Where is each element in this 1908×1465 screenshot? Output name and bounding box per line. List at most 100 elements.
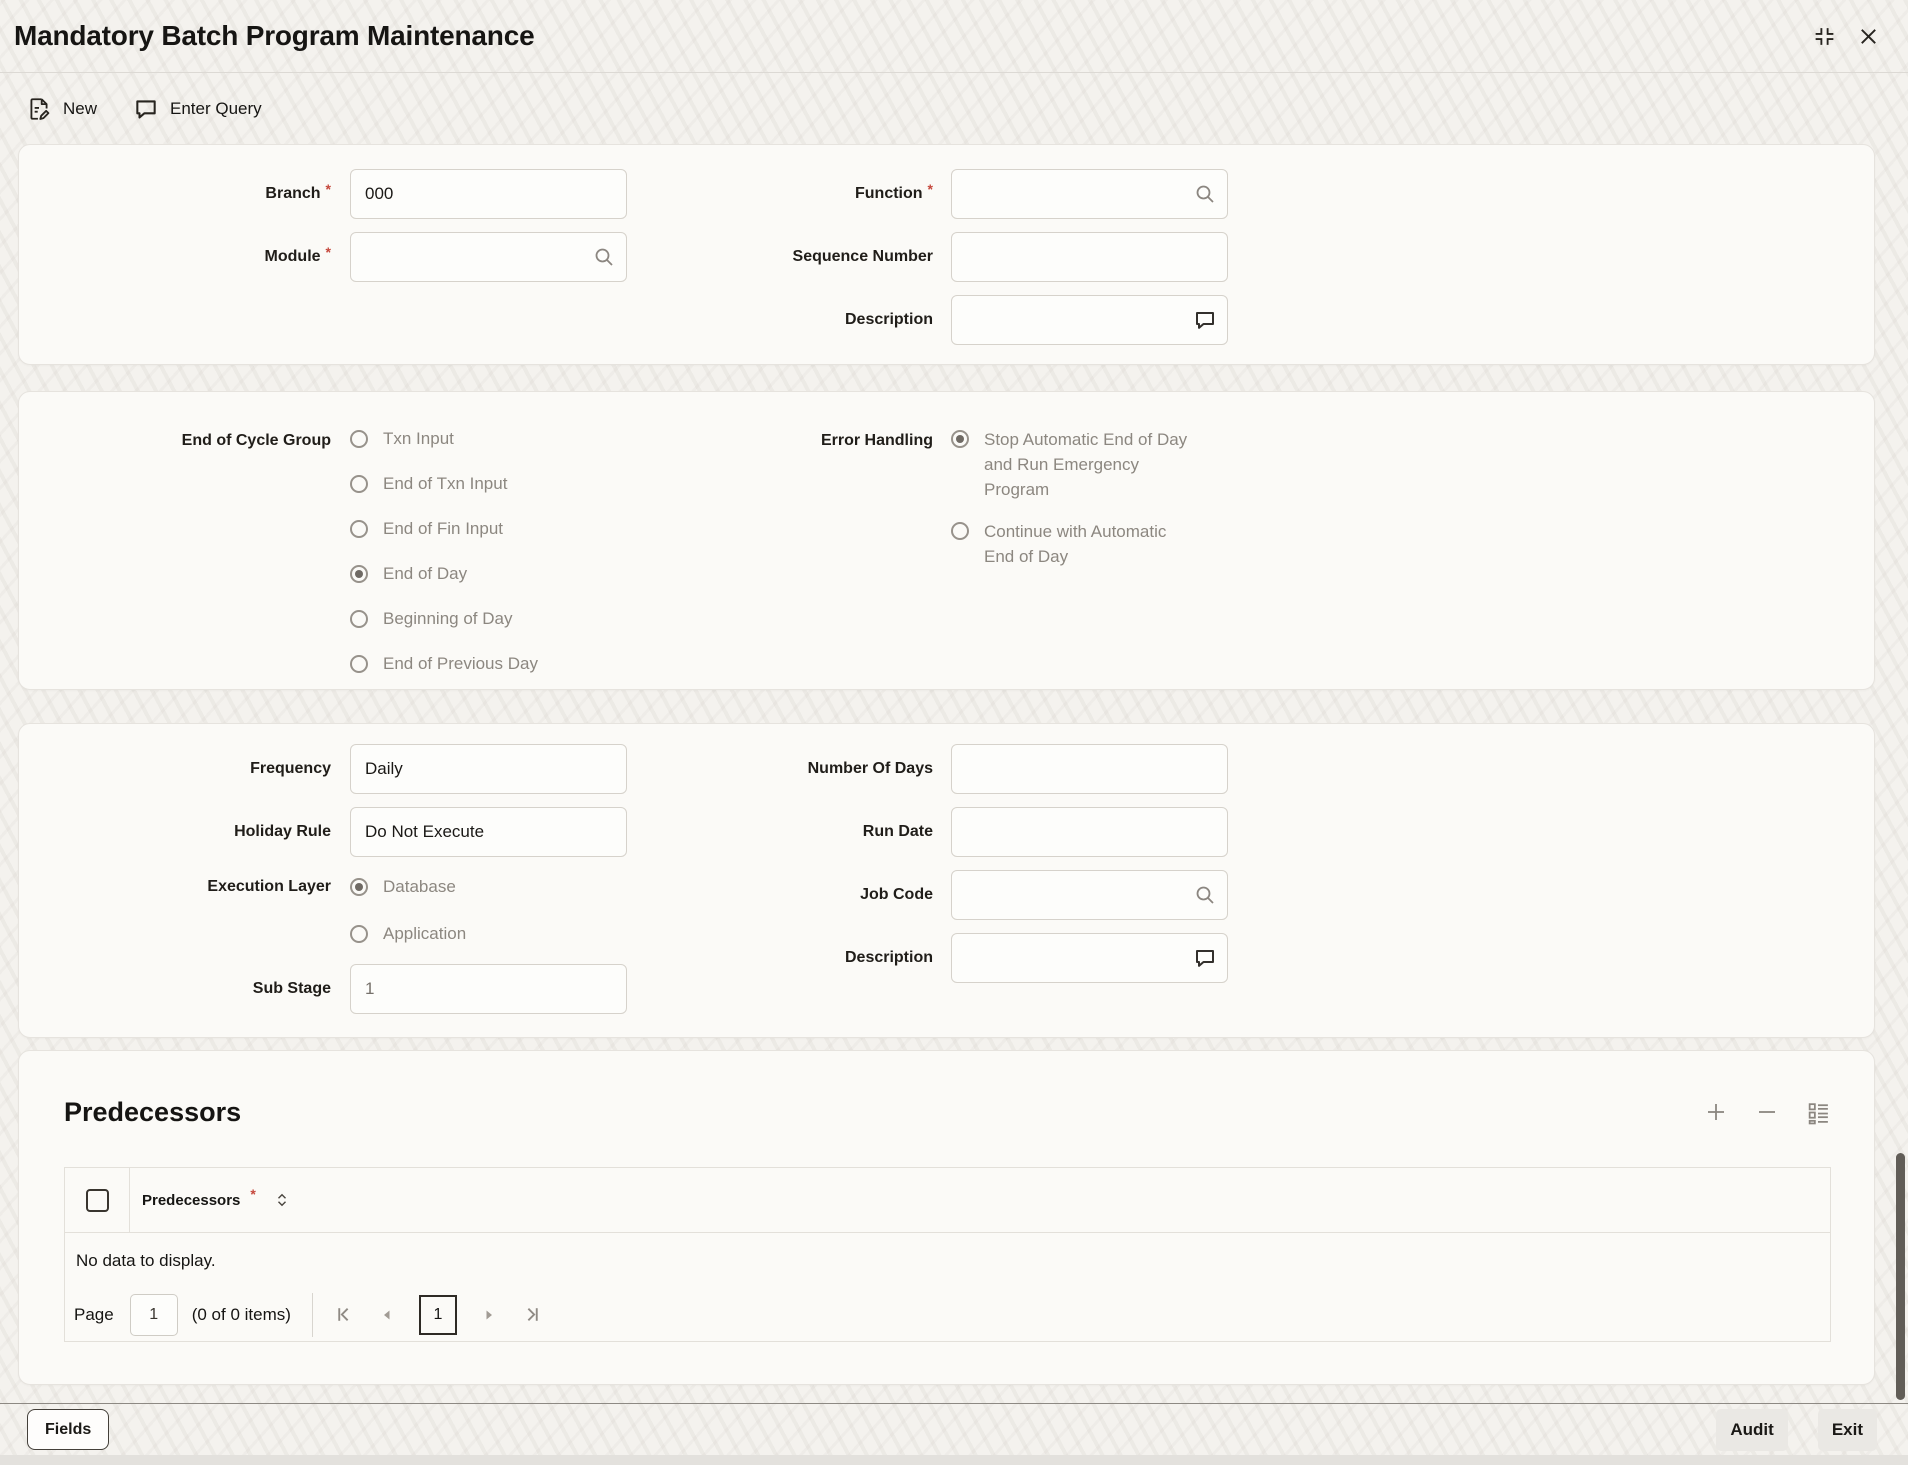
window-bottom-edge <box>0 1455 1908 1465</box>
fields-button[interactable]: Fields <box>27 1409 110 1450</box>
branch-field[interactable] <box>350 169 627 219</box>
number-of-days-label: Number Of Days <box>807 760 933 777</box>
radio-beginning-of-day[interactable]: Beginning of Day <box>350 609 639 630</box>
new-button[interactable]: New <box>26 96 97 122</box>
speech-bubble-icon <box>133 96 159 122</box>
function-search-icon[interactable] <box>1193 182 1217 211</box>
enter-query-label: Enter Query <box>170 98 262 118</box>
list-view-icon[interactable] <box>1806 1100 1831 1125</box>
identification-panel: Branch* Module* Function* <box>18 144 1875 365</box>
radio-circle-icon <box>350 430 368 448</box>
sort-icon[interactable] <box>274 1192 290 1208</box>
empty-table-row: No data to display. <box>65 1233 1830 1288</box>
error-handling-options: Stop Automatic End of Day and Run Emerge… <box>951 430 1196 569</box>
audit-button[interactable]: Audit <box>1716 1408 1788 1451</box>
predecessors-section-title: Predecessors <box>64 1096 242 1127</box>
enter-query-button[interactable]: Enter Query <box>133 96 262 122</box>
action-toolbar: New Enter Query <box>0 73 1908 144</box>
function-field[interactable] <box>951 169 1228 219</box>
radio-circle-icon <box>350 610 368 628</box>
resize-icon[interactable] <box>1812 24 1837 49</box>
run-date-field[interactable] <box>951 807 1228 857</box>
job-code-label: Job Code <box>860 886 933 903</box>
radio-circle-icon <box>350 925 368 943</box>
page-title: Mandatory Batch Program Maintenance <box>14 20 535 51</box>
current-page-indicator: 1 <box>418 1294 457 1335</box>
run-date-label: Run Date <box>862 823 933 840</box>
page-label: Page <box>74 1304 114 1324</box>
radio-end-of-previous-day[interactable]: End of Previous Day <box>350 654 639 675</box>
radio-end-of-fin-input[interactable]: End of Fin Input <box>350 519 639 540</box>
predecessors-column-header: Predecessors * <box>130 1168 290 1232</box>
execution-layer-label: Execution Layer <box>207 878 331 895</box>
close-icon[interactable] <box>1857 25 1880 48</box>
holiday-rule-field[interactable] <box>350 807 627 857</box>
next-page-icon[interactable] <box>483 1309 495 1321</box>
sub-stage-field[interactable] <box>350 964 627 1014</box>
radio-circle-selected-icon <box>350 878 368 896</box>
holiday-rule-label: Holiday Rule <box>234 823 331 840</box>
frequency-field[interactable] <box>350 744 627 794</box>
last-page-icon[interactable] <box>521 1304 542 1325</box>
job-description-field-wrap <box>951 933 1228 983</box>
page-number-input[interactable] <box>129 1293 178 1336</box>
radio-end-of-txn-input[interactable]: End of Txn Input <box>350 474 639 495</box>
radio-application[interactable]: Application <box>350 923 466 945</box>
module-field-wrap <box>350 232 627 282</box>
job-description-comment-icon[interactable] <box>1193 946 1217 975</box>
previous-page-icon[interactable] <box>381 1309 393 1321</box>
radio-stop-automatic-eod[interactable]: Stop Automatic End of Day and Run Emerge… <box>951 430 1196 502</box>
radio-continue-automatic-eod[interactable]: Continue with Automatic End of Day <box>951 522 1196 569</box>
holiday-rule-field-wrap <box>350 807 627 857</box>
number-of-days-field[interactable] <box>951 744 1228 794</box>
no-data-message: No data to display. <box>76 1250 216 1270</box>
sequence-number-label: Sequence Number <box>792 248 933 265</box>
radio-circle-selected-icon <box>350 565 368 583</box>
module-search-icon[interactable] <box>592 245 616 274</box>
predecessors-table-header: Predecessors * <box>65 1168 1830 1233</box>
new-document-icon <box>26 96 52 122</box>
description-label: Description <box>844 311 933 328</box>
error-handling-label: Error Handling <box>820 432 933 449</box>
function-field-wrap <box>951 169 1228 219</box>
new-button-label: New <box>63 98 98 118</box>
items-summary: (0 of 0 items) <box>191 1304 291 1324</box>
pagination-bar: Page (0 of 0 items) 1 <box>65 1288 1830 1341</box>
run-date-field-wrap <box>951 807 1228 857</box>
radio-circle-icon <box>350 520 368 538</box>
first-page-icon[interactable] <box>334 1304 355 1325</box>
radio-database[interactable]: Database <box>350 876 456 898</box>
job-description-field[interactable] <box>951 933 1228 983</box>
select-all-checkbox[interactable] <box>85 1188 109 1212</box>
description-comment-icon[interactable] <box>1193 308 1217 337</box>
predecessors-table: Predecessors * No data to display. Page … <box>64 1167 1831 1342</box>
end-of-cycle-group-options: Txn Input End of Txn Input End of Fin In… <box>350 429 639 675</box>
end-of-cycle-group-label: End of Cycle Group <box>181 432 331 449</box>
job-code-field-wrap <box>951 870 1228 920</box>
radio-circle-selected-icon <box>951 430 969 448</box>
frequency-label: Frequency <box>250 760 331 777</box>
radio-circle-icon <box>350 655 368 673</box>
sub-stage-field-wrap <box>350 964 627 1014</box>
remove-row-icon[interactable] <box>1755 1100 1779 1124</box>
sub-stage-label: Sub Stage <box>252 980 331 997</box>
module-label: Module * <box>264 244 331 265</box>
radio-txn-input[interactable]: Txn Input <box>350 429 639 450</box>
job-description-label: Description <box>844 949 933 966</box>
sequence-number-field-wrap <box>951 232 1228 282</box>
job-code-field[interactable] <box>951 870 1228 920</box>
radio-circle-icon <box>951 522 969 540</box>
function-label: Function * <box>855 181 933 202</box>
radio-end-of-day[interactable]: End of Day <box>350 564 639 585</box>
exit-button[interactable]: Exit <box>1817 1408 1877 1451</box>
description-field[interactable] <box>951 295 1228 345</box>
frequency-field-wrap <box>350 744 627 794</box>
add-row-icon[interactable] <box>1704 1100 1728 1124</box>
number-of-days-field-wrap <box>951 744 1228 794</box>
sequence-number-field[interactable] <box>951 232 1228 282</box>
radio-circle-icon <box>350 475 368 493</box>
module-field[interactable] <box>350 232 627 282</box>
vertical-scrollbar-thumb[interactable] <box>1896 1153 1905 1400</box>
job-code-search-icon[interactable] <box>1193 883 1217 912</box>
